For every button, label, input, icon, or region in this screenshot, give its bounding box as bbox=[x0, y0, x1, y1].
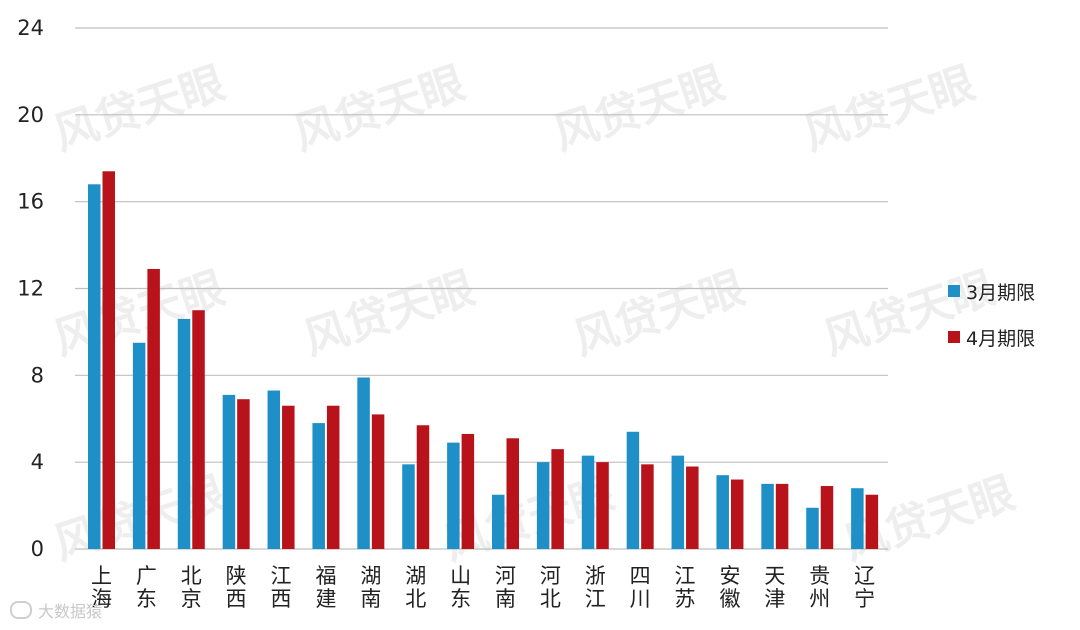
x-tick-label: 安徽 bbox=[719, 564, 740, 611]
bar-series-2 bbox=[686, 466, 699, 549]
bar-series-2 bbox=[282, 405, 295, 549]
bar-series-2 bbox=[461, 433, 475, 549]
watermark: 风贷天眼 bbox=[548, 58, 731, 161]
legend-swatch bbox=[948, 285, 960, 297]
y-tick-label: 0 bbox=[31, 537, 44, 561]
bar-series-2 bbox=[102, 171, 115, 549]
bar-series-1 bbox=[851, 488, 864, 549]
bar-series-1 bbox=[761, 483, 774, 549]
bar-series-1 bbox=[177, 318, 191, 549]
bar-series-2 bbox=[865, 494, 879, 549]
x-tick-label: 四川 bbox=[630, 564, 651, 611]
legend-label: 3月期限 bbox=[966, 281, 1036, 304]
gridlines bbox=[75, 27, 888, 550]
watermark: 风贷天眼 bbox=[798, 58, 981, 161]
bar-series-2 bbox=[326, 405, 340, 549]
y-tick-label: 16 bbox=[17, 190, 44, 214]
y-tick-label: 24 bbox=[17, 16, 44, 40]
x-tick-label: 江西 bbox=[271, 564, 292, 611]
watermark: 风贷天眼 bbox=[298, 263, 481, 366]
bar-series-2 bbox=[775, 483, 789, 549]
legend-label: 4月期限 bbox=[966, 327, 1036, 350]
bar-series-2 bbox=[641, 464, 654, 549]
bar-series-1 bbox=[626, 431, 640, 549]
bars bbox=[88, 171, 879, 550]
bar-series-2 bbox=[820, 486, 834, 549]
bar-series-1 bbox=[312, 423, 325, 549]
x-tick-label: 上海 bbox=[91, 564, 112, 611]
y-axis: 0 4 8 12 16 20 24 bbox=[17, 16, 44, 561]
x-tick-label: 广东 bbox=[136, 564, 157, 611]
footer-logo-text: 大数据猿 bbox=[38, 602, 103, 621]
bar-series-1 bbox=[536, 462, 550, 549]
x-tick-label: 贵州 bbox=[809, 564, 830, 611]
bar-series-2 bbox=[551, 449, 564, 549]
bar-series-2 bbox=[416, 425, 430, 549]
x-tick-label: 天津 bbox=[764, 564, 785, 611]
bar-series-1 bbox=[806, 507, 819, 549]
x-tick-label: 辽宁 bbox=[854, 564, 875, 611]
watermark: 风贷天眼 bbox=[48, 58, 231, 161]
bar-series-1 bbox=[716, 475, 729, 549]
bar-series-1 bbox=[671, 455, 685, 549]
bar-series-2 bbox=[192, 310, 205, 549]
legend-item-series-1: 3月期限 bbox=[948, 278, 1035, 304]
bar-series-1 bbox=[222, 394, 236, 549]
y-tick-label: 4 bbox=[31, 450, 44, 474]
x-tick-label: 浙江 bbox=[585, 564, 606, 611]
bar-series-2 bbox=[371, 414, 385, 549]
y-tick-label: 8 bbox=[31, 363, 44, 387]
watermark: 风贷天眼 bbox=[568, 263, 751, 366]
x-tick-label: 北京 bbox=[181, 564, 202, 611]
x-tick-label: 湖南 bbox=[360, 564, 381, 611]
x-tick-label: 陕西 bbox=[226, 564, 247, 611]
bar-series-2 bbox=[730, 479, 744, 549]
bar-series-1 bbox=[88, 184, 101, 550]
bar-series-2 bbox=[596, 462, 609, 549]
watermark: 风贷天眼 bbox=[288, 58, 471, 161]
x-tick-label: 福建 bbox=[315, 564, 336, 611]
bar-series-1 bbox=[402, 464, 415, 549]
x-tick-label: 山东 bbox=[450, 564, 471, 611]
bar-series-1 bbox=[267, 390, 281, 549]
bar-series-1 bbox=[492, 494, 505, 549]
bar-series-1 bbox=[357, 377, 370, 549]
x-tick-label: 江苏 bbox=[675, 564, 696, 611]
bar-series-1 bbox=[581, 455, 595, 549]
watermark: 风贷天眼 bbox=[838, 468, 1021, 571]
y-tick-label: 12 bbox=[17, 277, 44, 301]
bar-series-2 bbox=[237, 399, 250, 549]
bar-series-2 bbox=[506, 438, 519, 549]
y-tick-label: 20 bbox=[17, 103, 44, 127]
x-tick-label: 湖北 bbox=[405, 564, 426, 611]
bar-series-1 bbox=[132, 342, 146, 549]
bar-series-2 bbox=[147, 268, 160, 549]
x-tick-label: 河南 bbox=[495, 564, 516, 611]
legend-swatch bbox=[948, 331, 960, 343]
footer-logo: 大数据猿 bbox=[10, 598, 102, 622]
x-tick-label: 河北 bbox=[540, 564, 561, 611]
logo-mark-icon bbox=[10, 601, 32, 619]
bar-series-1 bbox=[447, 442, 460, 549]
legend-item-series-2: 4月期限 bbox=[948, 324, 1035, 350]
legend: 3月期限 4月期限 bbox=[948, 278, 1035, 370]
